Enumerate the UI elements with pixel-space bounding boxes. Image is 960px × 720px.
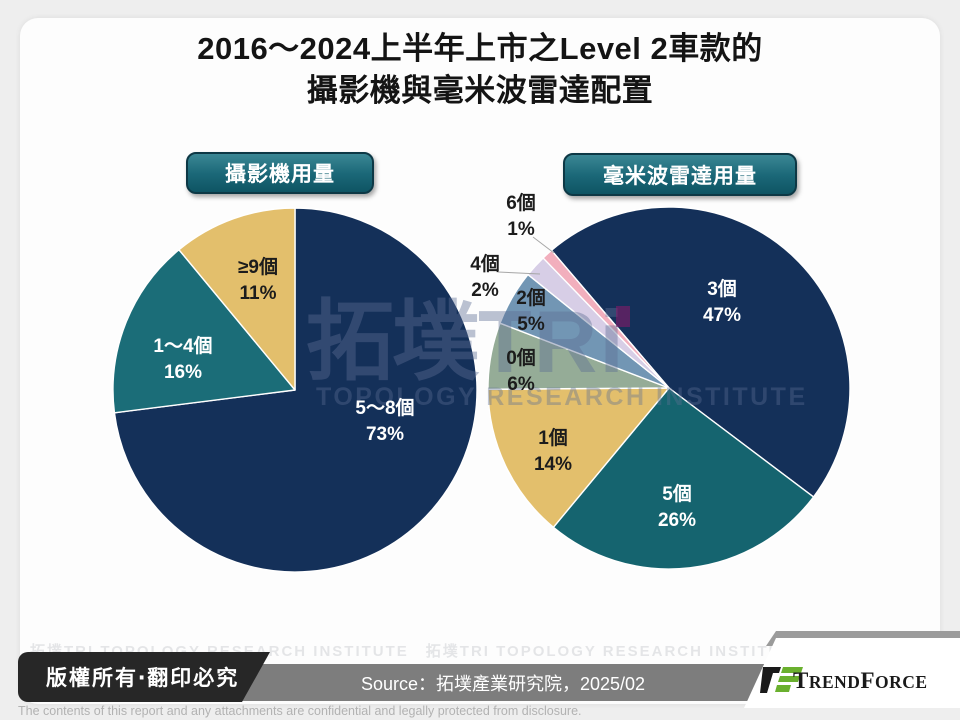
pie-1-slice-1個 [487,387,670,528]
pie-0-slice-5～8個 [113,207,478,573]
source-text: Source：拓墣產業研究院，2025/02 [360,673,646,694]
camera-chart-badge: 攝影機用量 [186,152,374,194]
brand-cap-f: F [860,668,875,693]
trendforce-wordmark: TRENDFORCE [793,668,928,694]
pie-0-slice-≥9個 [178,207,296,391]
title-line-1: 2016～2024上半年上市之Level 2車款的 [197,31,763,66]
title-line-2: 攝影機與毫米波雷達配置 [306,73,654,108]
copyright-banner: 版權所有‧翻印必究 [18,652,270,702]
trendforce-icon [760,667,803,693]
trendforce-logo: TRENDFORCE [744,638,960,708]
brand-cap-t: T [793,668,809,693]
disclaimer-text: The contents of this report and any atta… [18,704,582,718]
page-title: 2016～2024上半年上市之Level 2車款的 攝影機與毫米波雷達配置 [20,28,940,112]
source-bar: Source：拓墣產業研究院，2025/02 [234,664,772,701]
radar-chart-badge: 毫米波雷達用量 [563,153,797,196]
brand-rend: REND [808,672,861,692]
pie-1-slice-3個 [550,206,851,498]
brand-orce: ORCE [875,672,928,692]
pie-0-slice-1～4個 [112,249,296,414]
pie-1-slice-5個 [552,387,815,570]
copyright-text: 版權所有‧翻印必究 [46,667,240,690]
